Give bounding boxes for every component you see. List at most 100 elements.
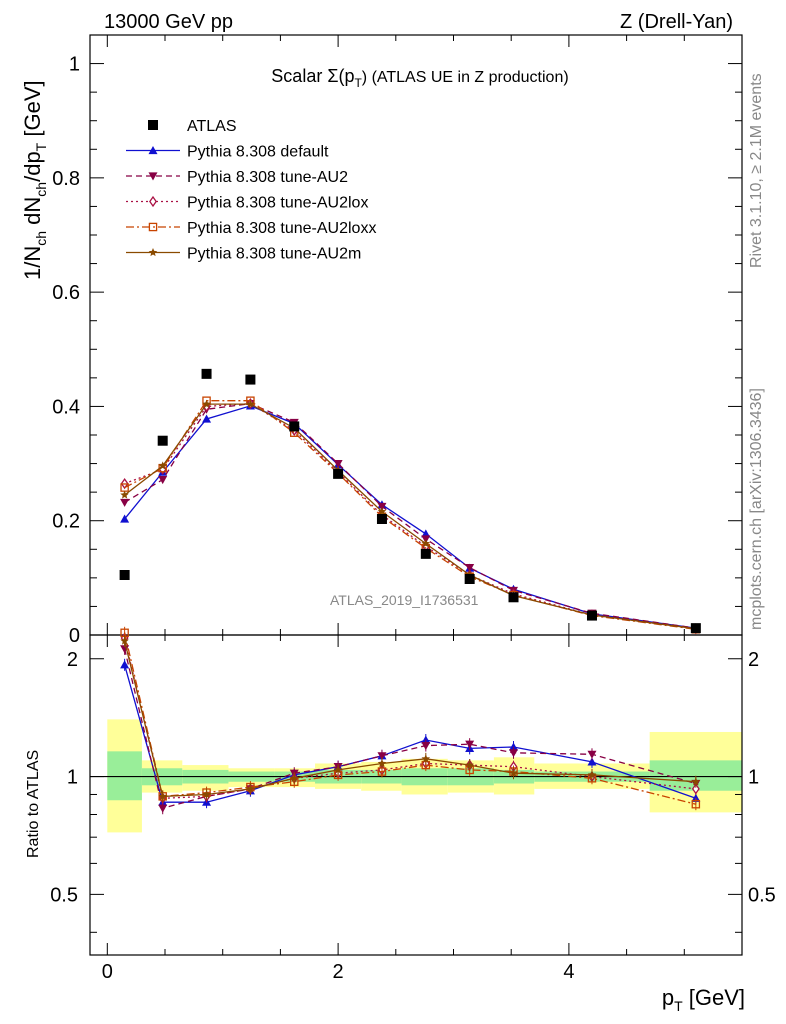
header-process-name: Z (Drell-Yan): [620, 11, 733, 33]
series-4-point: [377, 507, 387, 516]
legend-label-2: Pythia 8.308 tune-AU2lox: [187, 195, 368, 212]
series-1-point: [120, 498, 130, 507]
series-1-ratio-point: [377, 752, 387, 761]
series-4-ratio-point: [587, 770, 597, 779]
x-tick-label: 2: [333, 961, 344, 983]
ratio-y-axis-label: Ratio to ATLAS: [25, 750, 42, 858]
legend: ATLAS Pythia 8.308 default Pythia 8.308 tu…: [126, 118, 376, 263]
y-tick-label: 0.2: [52, 511, 80, 533]
plot-series: [120, 396, 701, 815]
chart-title-tail: ) (ATLAS UE in Z production): [362, 69, 569, 86]
ratio-frame: [89, 634, 743, 956]
series-4-point: [246, 399, 255, 408]
series-4-ratio-point: [290, 773, 299, 782]
rivet-version-label: Rivet 3.1.10, ≥ 2.1M events: [748, 73, 765, 268]
series-0-ratio-point: [509, 742, 519, 751]
legend-marker-atlas: [148, 120, 158, 130]
atlas-point: [119, 570, 130, 580]
legend-marker-1: [148, 172, 158, 181]
series-0-ratio-line: [123, 664, 697, 803]
y-tick-label: 0.4: [52, 396, 80, 418]
series-4-ratio-point: [465, 760, 474, 769]
atlas-point: [586, 610, 597, 621]
series-3-ratio-point: [691, 799, 701, 809]
series-0-ratio-point: [421, 735, 431, 744]
ratio-tick-label-right: 2: [748, 649, 759, 671]
legend-label-3: Pythia 8.308 tune-AU2loxx: [187, 220, 376, 237]
legend-marker-4: [148, 248, 158, 257]
series-4-ratio-point: [509, 768, 518, 777]
atlas-point: [201, 368, 212, 379]
atlas-data-points: [119, 368, 701, 634]
y-tick-label: 1: [69, 54, 80, 76]
series-1-point: [377, 502, 387, 511]
series-0-point: [202, 414, 212, 423]
series-4-ratio-point: [246, 784, 255, 793]
atlas-point: [245, 374, 256, 385]
series-4-ratio-point: [377, 759, 387, 768]
y-axis-label: 1/Nch dNch/dpT [GeV]: [20, 80, 49, 280]
x-tick-label: 0: [102, 961, 113, 983]
mcplots-label: mcplots.cern.ch [arXiv:1306.3436]: [748, 388, 765, 630]
y-tick-label: 0: [69, 625, 80, 647]
series-1-ratio-line: [123, 648, 696, 810]
series-4-ratio-point: [691, 777, 701, 786]
series-0-line: [124, 405, 696, 629]
series-1-point: [465, 563, 475, 573]
series-4-ratio-point: [158, 791, 167, 800]
series-4-ratio-point: [202, 790, 211, 799]
series-2-ratio-line: [123, 637, 696, 799]
series-4-point: [421, 539, 431, 548]
atlas-point: [289, 421, 300, 432]
analysis-watermark: ATLAS_2019_I1736531: [330, 592, 479, 608]
header-process-energy: 13000 GeV pp: [104, 11, 233, 33]
series-0-ratio-point: [120, 660, 130, 669]
series-1-line: [124, 402, 696, 629]
legend-marker-3: [148, 222, 158, 232]
ratio-tick-label-left: 1: [67, 767, 78, 789]
series-4-ratio-point: [333, 765, 343, 774]
series-1-point: [158, 475, 168, 485]
series-3-line: [124, 400, 696, 630]
legend-marker-0: [148, 146, 158, 155]
series-3-ratio-line: [123, 632, 696, 805]
axes: 0 2 400.20.40.60.810.5 0.51 12 2: [50, 34, 776, 983]
ratio-tick-label-left: 0.5: [50, 884, 78, 906]
atlas-point: [508, 592, 519, 603]
series-4-ratio-point: [120, 636, 129, 645]
x-tick-label: 4: [563, 961, 574, 983]
atlas-point: [157, 435, 168, 446]
series-4-point: [158, 461, 167, 470]
series-2-ratio-point: [691, 783, 700, 795]
series-1-ratio-point: [465, 740, 475, 749]
chart-title-main: Scalar Σ(p: [271, 66, 354, 86]
ratio-tick-label-right: 1: [748, 767, 759, 789]
legend-label-1: Pythia 8.308 tune-AU2: [187, 169, 348, 186]
atlas-point: [420, 548, 431, 559]
atlas-point: [333, 468, 344, 479]
series-4-ratio-line: [123, 640, 696, 798]
x-axis-label: pT [GeV]: [662, 985, 745, 1014]
series-1-ratio-point: [158, 804, 168, 813]
series-1-ratio-point: [509, 749, 519, 758]
series-1-ratio-point: [587, 750, 597, 759]
series-1-ratio-point: [120, 645, 130, 654]
legend-marker-2: [149, 195, 157, 208]
legend-label-atlas: ATLAS: [187, 118, 237, 135]
atlas-point: [690, 623, 701, 634]
y-tick-label: 0.6: [52, 282, 80, 304]
chart-title-sub: T: [354, 76, 362, 90]
series-1-point: [333, 459, 343, 469]
ratio-tick-label-right: 0.5: [748, 884, 776, 906]
legend-label-0: Pythia 8.308 default: [187, 144, 329, 161]
series-4-line: [124, 403, 696, 630]
legend-label-4: Pythia 8.308 tune-AU2m: [187, 246, 361, 263]
data-uncertainty-bands: [107, 719, 742, 833]
chart-title: Scalar Σ(pT) (ATLAS UE in Z production): [271, 66, 568, 90]
series-4-point: [202, 399, 211, 408]
series-1-ratio-point: [421, 741, 431, 751]
series-4-ratio-point: [421, 754, 431, 763]
series-4-point: [120, 490, 129, 499]
series-0-point: [120, 514, 130, 523]
